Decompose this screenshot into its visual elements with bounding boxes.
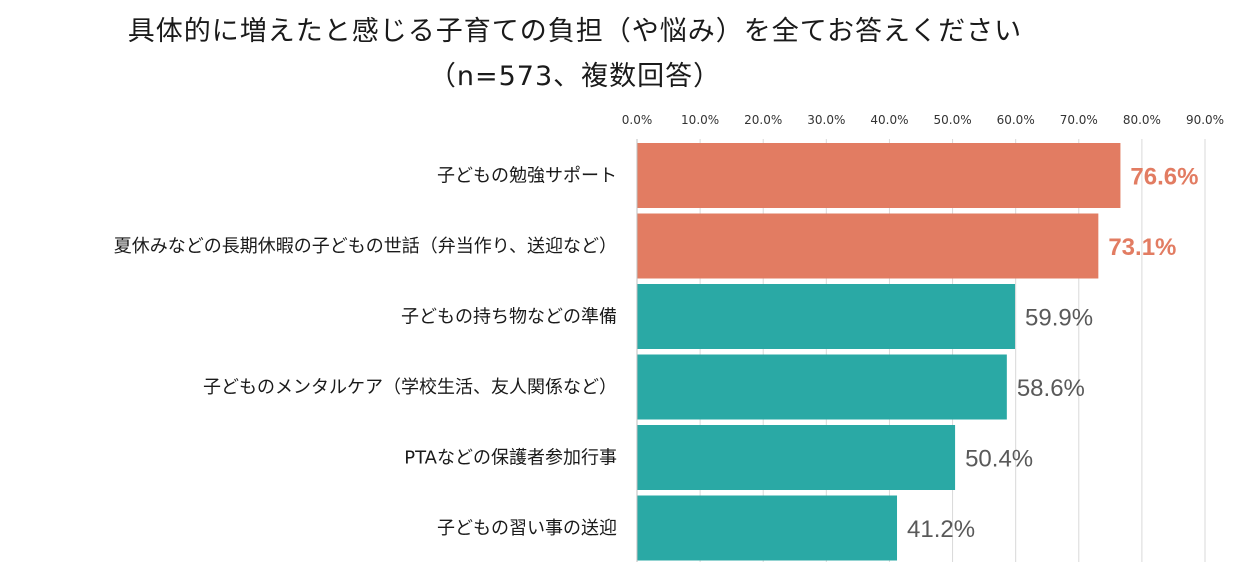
x-tick-label: 90.0% bbox=[1186, 113, 1224, 127]
x-tick-label: 50.0% bbox=[933, 113, 971, 127]
category-label: 子どもの持ち物などの準備 bbox=[401, 307, 617, 328]
x-tick-label: 70.0% bbox=[1060, 113, 1098, 127]
data-label: 73.1% bbox=[1108, 234, 1176, 261]
x-tick-label: 60.0% bbox=[997, 113, 1035, 127]
x-tick-label: 40.0% bbox=[870, 113, 908, 127]
bar bbox=[637, 495, 898, 561]
bar bbox=[637, 354, 1007, 420]
category-label: 子どものメンタルケア（学校生活、友人関係など） bbox=[203, 377, 617, 398]
bar bbox=[637, 284, 1016, 349]
x-tick-label: 80.0% bbox=[1123, 113, 1161, 127]
category-label: PTAなどの保護者参加行事 bbox=[404, 448, 617, 469]
category-label: 夏休みなどの長期休暇の子どもの世話（弁当作り、送迎など） bbox=[114, 236, 617, 257]
x-tick-label: 30.0% bbox=[807, 113, 845, 127]
bar bbox=[637, 213, 1099, 279]
chart-title: 具体的に増えたと感じる子育ての負担（や悩み）を全てお答えください bbox=[127, 16, 1023, 47]
data-label: 58.6% bbox=[1017, 375, 1085, 402]
bar bbox=[637, 425, 956, 490]
bar bbox=[637, 143, 1121, 208]
category-label: 子どもの勉強サポート bbox=[437, 166, 617, 187]
data-label: 76.6% bbox=[1130, 164, 1198, 191]
chart-subtitle: （n=573、複数回答） bbox=[428, 61, 722, 92]
x-tick-label: 10.0% bbox=[681, 113, 719, 127]
data-label: 50.4% bbox=[965, 446, 1033, 473]
data-label: 41.2% bbox=[907, 516, 975, 543]
category-label: 子どもの習い事の送迎 bbox=[437, 518, 617, 539]
x-tick-label: 0.0% bbox=[622, 113, 653, 127]
data-label: 59.9% bbox=[1025, 305, 1093, 332]
x-tick-label: 20.0% bbox=[744, 113, 782, 127]
